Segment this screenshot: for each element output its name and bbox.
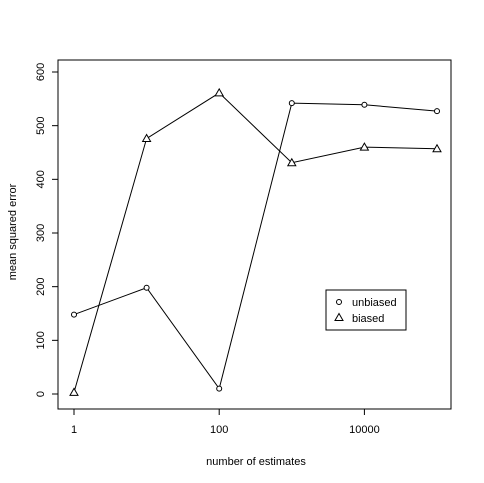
series-biased-point — [214, 87, 225, 97]
series-unbiased-point — [434, 108, 440, 115]
series-biased-line — [73, 92, 438, 393]
series-biased-point — [432, 143, 442, 153]
series-unbiased-point — [143, 284, 150, 291]
series-biased-point — [69, 387, 79, 396]
x-tick-label: 10000 — [349, 424, 380, 436]
y-tick-label: 300 — [35, 224, 47, 242]
series-unbiased-point — [361, 101, 368, 108]
y-tick-label: 0 — [35, 391, 47, 397]
y-tick-label: 400 — [35, 170, 47, 188]
x-tick-label: 100 — [210, 424, 228, 436]
x-axis-title: number of estimates — [206, 456, 306, 468]
series-biased-point — [286, 157, 297, 167]
y-tick-label: 100 — [35, 331, 47, 349]
series-unbiased-line — [73, 102, 438, 390]
legend-unbiased-label: unbiased — [352, 297, 397, 309]
x-axis: 1 100 10000 — [71, 408, 380, 436]
y-tick-label: 600 — [35, 63, 47, 81]
y-tick-label: 500 — [35, 116, 47, 134]
y-axis: 0 100 200 300 400 500 600 — [35, 63, 59, 397]
series-unbiased-point — [288, 100, 295, 107]
series-biased-point — [141, 133, 152, 143]
series-biased-point — [359, 142, 370, 151]
y-axis-title: mean squared error — [7, 183, 19, 280]
x-tick-label: 1 — [71, 424, 77, 436]
plot-frame — [57, 59, 452, 410]
legend-biased-label: biased — [352, 313, 384, 325]
legend-biased-marker — [334, 312, 344, 321]
series-unbiased-point — [71, 311, 77, 318]
legend: unbiased biased — [325, 289, 407, 331]
legend-unbiased-marker — [336, 299, 342, 305]
legend-box — [325, 289, 407, 331]
series-unbiased-point — [216, 385, 223, 392]
series-layer — [69, 87, 442, 396]
y-tick-label: 200 — [35, 277, 47, 295]
